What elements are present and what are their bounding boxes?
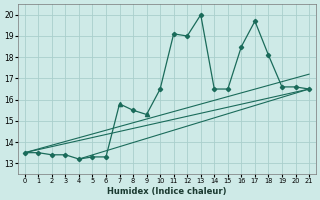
X-axis label: Humidex (Indice chaleur): Humidex (Indice chaleur) <box>107 187 227 196</box>
